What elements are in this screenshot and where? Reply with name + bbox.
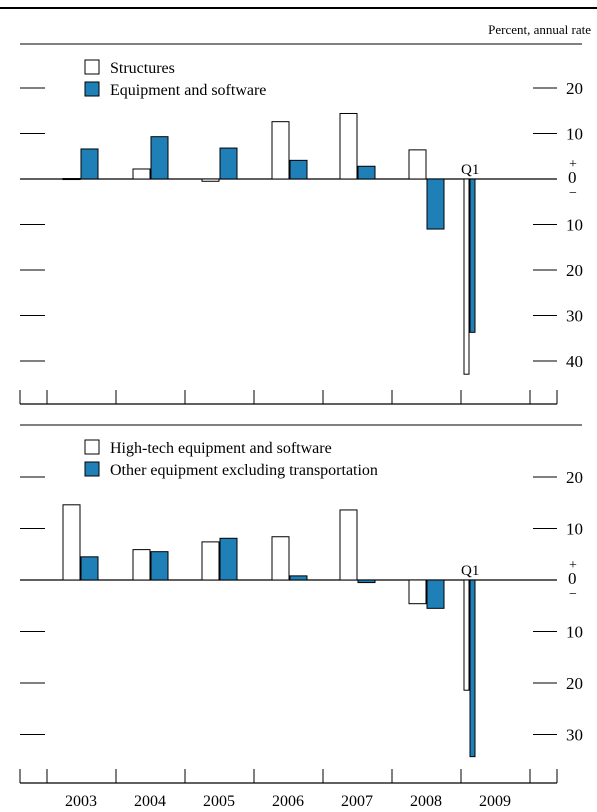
- y-tick-label: 20: [566, 468, 583, 487]
- legend-label: Other equipment excluding transportation: [110, 462, 378, 479]
- minus-sign: −: [569, 186, 577, 201]
- legend-label: High-tech equipment and software: [110, 440, 332, 457]
- legend-swatch: [84, 439, 100, 455]
- plus-sign: +: [569, 558, 577, 573]
- y-tick-label: 40: [566, 352, 583, 371]
- x-tick-label: 2005: [203, 793, 235, 810]
- bar-series2: [219, 147, 238, 180]
- legend-swatch: [84, 81, 100, 97]
- y-tick-label: 20: [566, 674, 583, 693]
- y-tick-label: 0: [568, 168, 577, 187]
- units-label: Percent, annual rate: [488, 22, 591, 37]
- y-tick-label: 10: [566, 623, 583, 642]
- bar-series2: [469, 178, 476, 333]
- legend-swatch: [84, 59, 100, 75]
- x-tick-label: 2008: [410, 793, 442, 810]
- y-tick-label: 20: [566, 261, 583, 280]
- bar-series1: [463, 178, 470, 375]
- chart-panel-1: 20 10 +0− 10 20 30 40 Structures Equipment and s…: [19, 43, 583, 405]
- y-tick-label: 10: [566, 520, 583, 539]
- y-tick-label: 10: [566, 125, 583, 144]
- q1-annotation: Q1: [461, 563, 479, 579]
- bar-series1: [463, 579, 470, 691]
- bar-series1: [339, 509, 358, 581]
- q1-annotation: Q1: [461, 162, 479, 178]
- bar-series1: [408, 149, 427, 180]
- chart-panel-2: 20 10 +0− 10 20 30 High-tech equipment and sof…: [19, 424, 583, 784]
- bar-series1: [201, 541, 220, 581]
- bar-series2: [150, 136, 169, 180]
- x-axis-year-labels: 2003 2004 2005 2006 2007 2008 2009: [65, 793, 511, 810]
- bar-series1: [339, 112, 358, 180]
- bar-series1: [62, 178, 81, 181]
- bar-series1: [408, 579, 427, 605]
- y-tick-label: 30: [566, 726, 583, 745]
- x-tick-label: 2009: [479, 793, 511, 810]
- y-tick-label: 20: [566, 79, 583, 98]
- bar-series2: [80, 148, 99, 180]
- bar-series1: [132, 549, 151, 581]
- bar-series1: [132, 168, 151, 180]
- bar-series1: [62, 504, 81, 581]
- x-tick-label: 2003: [65, 793, 97, 810]
- bar-series1: [271, 121, 290, 180]
- bar-series2: [150, 551, 169, 581]
- legend-label: Equipment and software: [110, 82, 266, 99]
- y-tick-label: 0: [568, 569, 577, 588]
- bar-series2: [219, 537, 238, 581]
- bar-series2: [80, 556, 99, 581]
- bar-series2: [289, 159, 308, 180]
- y-tick-label: 10: [566, 216, 583, 235]
- bar-series2: [426, 178, 445, 230]
- bar-series2: [357, 165, 376, 180]
- x-tick-label: 2007: [341, 793, 373, 810]
- y-tick-label: 30: [566, 307, 583, 326]
- bar-series2: [469, 579, 476, 758]
- bar-series1: [271, 536, 290, 581]
- bar-series2: [289, 575, 308, 581]
- bar-series2: [426, 579, 445, 609]
- plus-sign: +: [569, 157, 577, 172]
- legend-swatch: [84, 461, 100, 477]
- bar-series2: [357, 579, 376, 584]
- minus-sign: −: [569, 587, 577, 602]
- legend-label: Structures: [110, 60, 175, 77]
- bar-series1: [201, 178, 220, 182]
- x-tick-label: 2006: [272, 793, 304, 810]
- x-tick-label: 2004: [134, 793, 166, 810]
